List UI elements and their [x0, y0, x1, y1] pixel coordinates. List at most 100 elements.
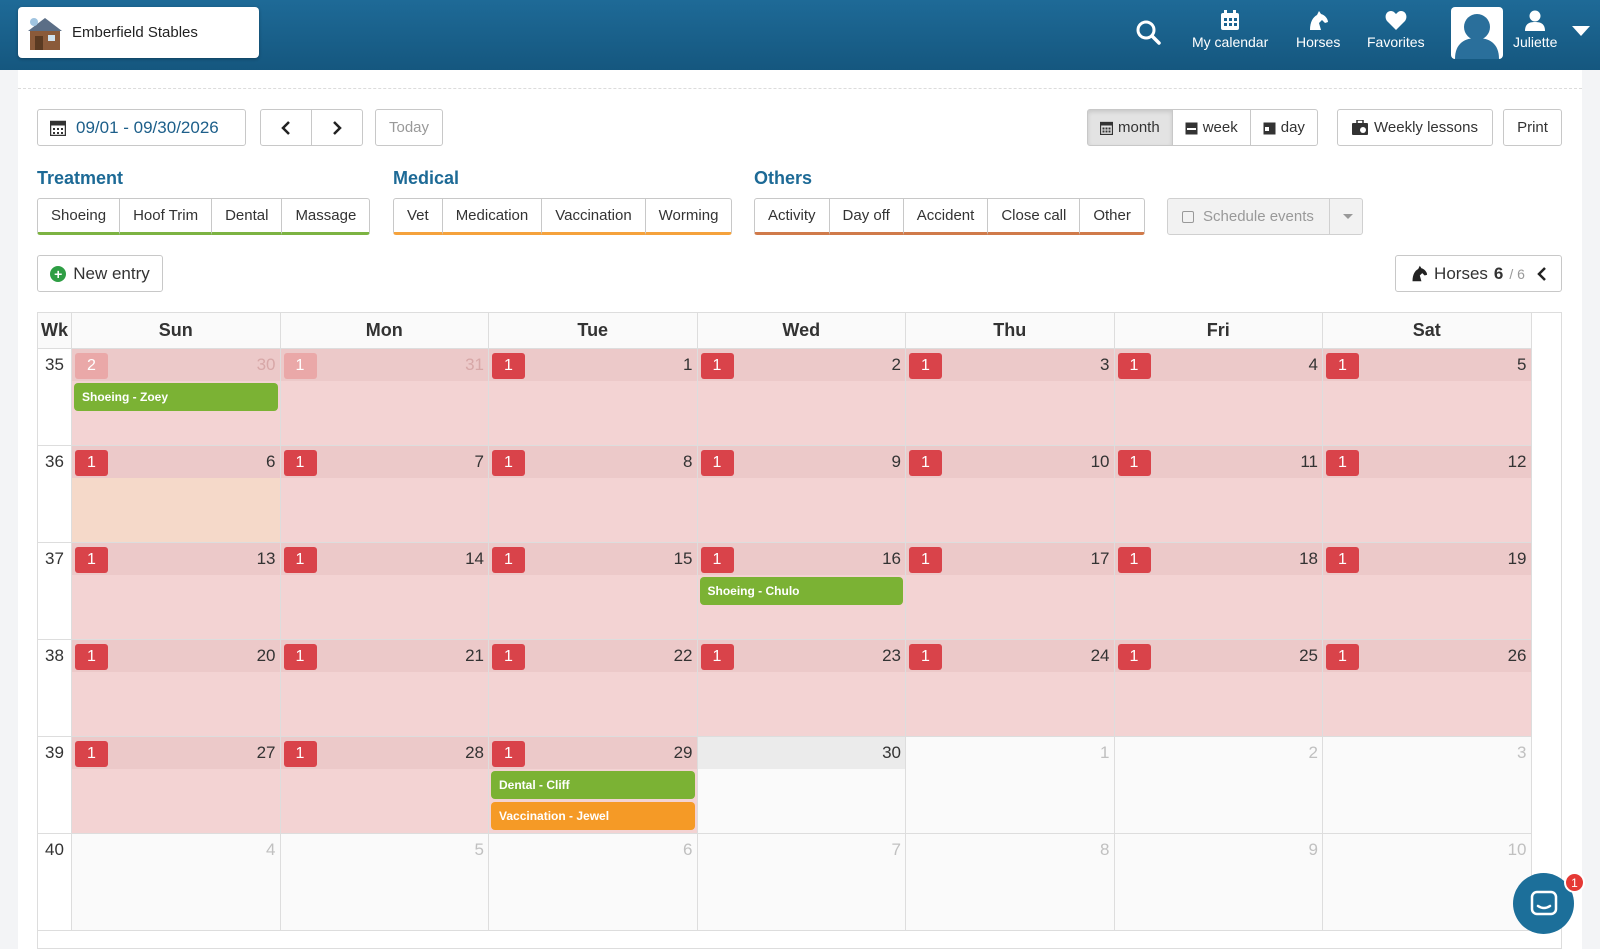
filter-dental[interactable]: Dental — [211, 198, 283, 235]
day-number[interactable]: 16 — [882, 549, 901, 568]
day-cell[interactable]: 1 11 — [1114, 446, 1323, 543]
date-range-picker[interactable]: 09/01 - 09/30/2026 — [37, 109, 246, 146]
day-cell[interactable]: 1 10 — [906, 446, 1115, 543]
day-number[interactable]: 1 — [683, 355, 693, 374]
day-count-badge[interactable]: 1 — [283, 353, 317, 379]
day-count-badge[interactable]: 1 — [75, 547, 108, 573]
horses-filter-button[interactable]: Horses 6 / 6 — [1395, 255, 1562, 292]
schedule-events-dropdown-icon[interactable] — [1343, 214, 1353, 219]
day-number[interactable]: 28 — [465, 743, 484, 762]
day-number[interactable]: 4 — [1308, 355, 1318, 374]
day-number[interactable]: 10 — [1090, 452, 1110, 471]
filter-massage[interactable]: Massage — [281, 198, 371, 235]
day-count-badge[interactable]: 2 — [75, 353, 108, 379]
view-week-button[interactable]: week — [1171, 109, 1251, 146]
day-number[interactable]: 21 — [465, 646, 484, 665]
day-cell[interactable]: 1 12 — [1323, 446, 1532, 543]
day-number[interactable]: 13 — [256, 549, 276, 568]
filter-other[interactable]: Other — [1079, 198, 1145, 235]
day-cell[interactable]: 9 — [1114, 834, 1323, 931]
week-number[interactable]: 35 — [38, 349, 72, 446]
week-number[interactable]: 37 — [38, 543, 72, 640]
week-number[interactable]: 38 — [38, 640, 72, 737]
day-number[interactable]: 6 — [266, 452, 276, 471]
day-number[interactable]: 15 — [673, 549, 693, 568]
day-count-badge[interactable]: 1 — [492, 741, 525, 767]
day-cell[interactable]: 1 24 — [906, 640, 1115, 737]
day-cell[interactable]: 4 — [72, 834, 281, 931]
day-number[interactable]: 1 — [1100, 743, 1110, 762]
day-cell[interactable]: 1 26 — [1323, 640, 1532, 737]
today-button[interactable]: Today — [375, 109, 443, 146]
day-count-badge[interactable]: 1 — [75, 741, 108, 767]
day-count-badge[interactable]: 1 — [1326, 353, 1359, 379]
day-count-badge[interactable]: 1 — [700, 353, 734, 379]
day-number[interactable]: 12 — [1507, 452, 1527, 471]
day-cell[interactable]: 6 — [489, 834, 698, 931]
calendar-event[interactable]: Dental - Cliff — [491, 771, 695, 799]
day-cell[interactable]: 7 — [697, 834, 906, 931]
day-cell[interactable]: 1 23 — [697, 640, 906, 737]
day-cell[interactable]: 10 — [1323, 834, 1532, 931]
day-number[interactable]: 27 — [256, 743, 276, 762]
day-count-badge[interactable]: 1 — [283, 450, 317, 476]
day-count-badge[interactable]: 1 — [909, 450, 942, 476]
day-number[interactable]: 5 — [1517, 355, 1527, 374]
chat-launcher-button[interactable] — [1513, 873, 1574, 934]
day-number[interactable]: 29 — [673, 743, 693, 762]
day-number[interactable]: 7 — [891, 840, 901, 859]
day-cell[interactable]: 1 21 — [280, 640, 489, 737]
day-number[interactable]: 3 — [1100, 355, 1110, 374]
day-number[interactable]: 9 — [891, 452, 901, 471]
day-number[interactable]: 22 — [673, 646, 693, 665]
day-count-badge[interactable]: 1 — [1326, 644, 1359, 670]
day-count-badge[interactable]: 1 — [1326, 547, 1359, 573]
day-count-badge[interactable]: 1 — [492, 353, 525, 379]
day-count-badge[interactable]: 1 — [1117, 547, 1151, 573]
nav-favorites[interactable]: Favorites — [1367, 10, 1425, 50]
day-count-badge[interactable]: 1 — [1117, 353, 1151, 379]
day-count-badge[interactable]: 1 — [1326, 450, 1359, 476]
day-cell[interactable]: 1 — [906, 737, 1115, 834]
nav-my-calendar[interactable]: My calendar — [1192, 10, 1268, 50]
filter-hoof-trim[interactable]: Hoof Trim — [119, 198, 213, 235]
day-number[interactable]: 19 — [1507, 549, 1527, 568]
day-number[interactable]: 20 — [256, 646, 276, 665]
day-cell[interactable]: 2 30 Shoeing - Zoey — [72, 349, 281, 446]
nav-horses[interactable]: Horses — [1296, 10, 1340, 50]
day-number[interactable]: 10 — [1507, 840, 1527, 859]
day-count-badge[interactable]: 1 — [492, 547, 525, 573]
day-count-badge[interactable]: 1 — [700, 450, 734, 476]
day-count-badge[interactable]: 1 — [283, 644, 317, 670]
day-count-badge[interactable]: 1 — [1117, 450, 1151, 476]
day-cell[interactable]: 1 19 — [1323, 543, 1532, 640]
day-number[interactable]: 3 — [1517, 743, 1527, 762]
day-cell[interactable]: 2 — [1114, 737, 1323, 834]
day-number[interactable]: 11 — [1300, 452, 1318, 471]
day-cell[interactable]: 1 14 — [280, 543, 489, 640]
filter-vaccination[interactable]: Vaccination — [541, 198, 646, 235]
day-cell[interactable]: 1 28 — [280, 737, 489, 834]
day-number[interactable]: 6 — [683, 840, 693, 859]
week-number[interactable]: 36 — [38, 446, 72, 543]
day-number[interactable]: 5 — [474, 840, 484, 859]
brand-logo-button[interactable]: Emberfield Stables — [18, 7, 259, 58]
day-cell[interactable]: 1 20 — [72, 640, 281, 737]
calendar-event[interactable]: Shoeing - Zoey — [74, 383, 278, 411]
day-cell[interactable]: 1 15 — [489, 543, 698, 640]
search-icon[interactable] — [1136, 20, 1162, 51]
day-cell[interactable]: 1 27 — [72, 737, 281, 834]
next-period-button[interactable] — [311, 109, 363, 146]
view-day-button[interactable]: day — [1249, 109, 1318, 146]
day-count-badge[interactable]: 1 — [700, 547, 734, 573]
day-number[interactable]: 2 — [891, 355, 901, 374]
day-number[interactable]: 8 — [683, 452, 693, 471]
print-button[interactable]: Print — [1503, 109, 1562, 146]
view-month-button[interactable]: month — [1087, 109, 1173, 146]
day-count-badge[interactable]: 1 — [909, 644, 942, 670]
